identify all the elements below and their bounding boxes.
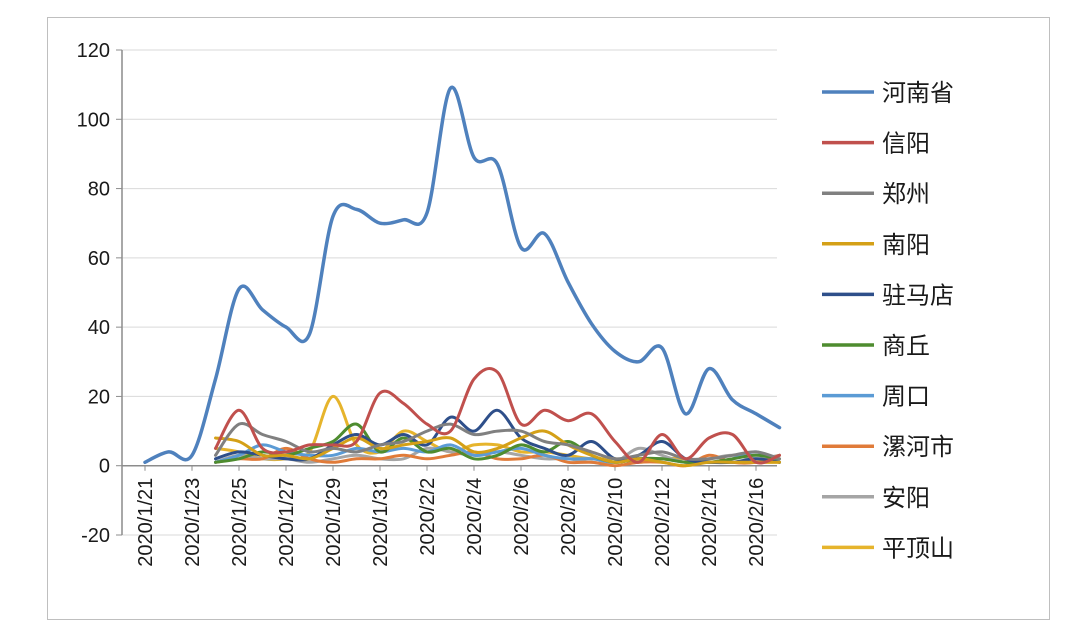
x-tick-label: 2020/1/25 (229, 478, 251, 567)
legend-label: 安阳 (882, 484, 930, 512)
legend-label: 驻马店 (882, 281, 954, 309)
legend-label: 南阳 (882, 231, 930, 259)
legend-label: 商丘 (882, 332, 930, 360)
series-line-0 (143, 85, 782, 465)
legend-label: 郑州 (882, 180, 930, 208)
series-line-1 (214, 367, 781, 465)
legend-label: 漯河市 (882, 433, 954, 461)
y-tick-label: 60 (88, 248, 110, 270)
x-tick-label: 2020/2/8 (558, 478, 580, 556)
x-tick-label: 2020/1/23 (182, 478, 204, 567)
x-tick-label: 2020/1/27 (276, 478, 298, 567)
y-tick-label: 20 (88, 386, 110, 408)
legend-label: 河南省 (882, 79, 954, 107)
y-tick-label: 100 (77, 109, 110, 131)
x-tick-label: 2020/2/2 (417, 478, 439, 556)
y-tick-label: 0 (99, 456, 110, 478)
x-tick-label: 2020/1/31 (370, 478, 392, 567)
series-line-5 (214, 422, 781, 465)
y-tick-label: -20 (81, 525, 110, 547)
x-tick-label: 2020/2/4 (464, 478, 486, 556)
y-axis-tick-labels: -20 0 20 40 60 80 100 120 (77, 40, 110, 547)
y-tick-label: 120 (77, 40, 110, 62)
series-lines (143, 85, 782, 468)
series-line-3 (214, 429, 781, 468)
x-tick-label: 2020/2/12 (652, 478, 674, 567)
x-axis-tick-labels: 2020/1/21 2020/1/23 2020/1/25 2020/1/27 2020… (135, 478, 768, 567)
x-tick-label: 2020/1/29 (323, 478, 345, 567)
x-tick-label: 2020/1/21 (135, 478, 157, 567)
x-tick-label: 2020/2/6 (511, 478, 533, 556)
legend-label: 平顶山 (882, 534, 954, 562)
y-tick-label: 40 (88, 317, 110, 339)
x-tick-label: 2020/2/10 (605, 478, 627, 567)
x-tick-label: 2020/2/14 (699, 478, 721, 567)
chart-frame (47, 17, 1050, 620)
legend-label: 信阳 (882, 130, 930, 158)
legend-label: 周口 (882, 383, 930, 411)
x-tick-label: 2020/2/16 (746, 478, 768, 567)
y-tick-label: 80 (88, 179, 110, 201)
gridlines (116, 49, 777, 536)
